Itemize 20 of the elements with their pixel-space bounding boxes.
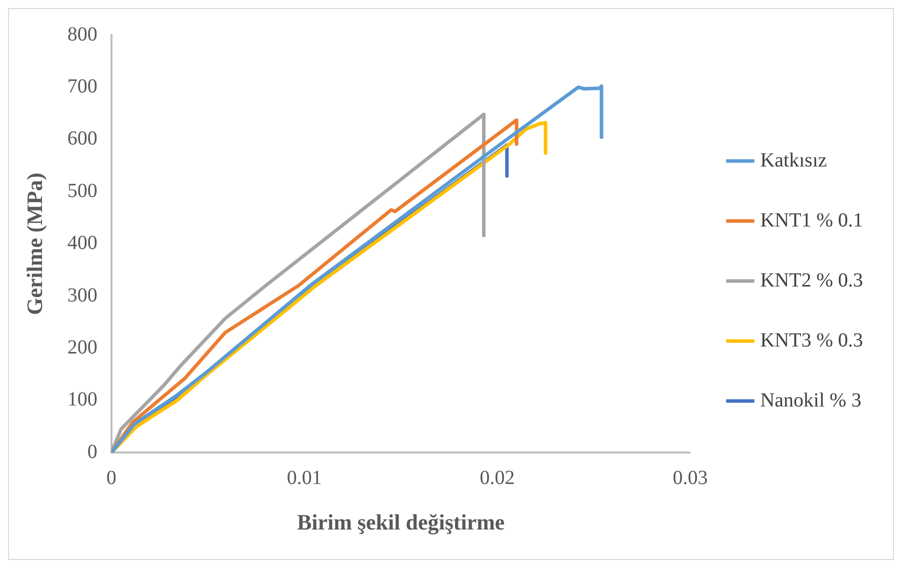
y-tick-label: 800 bbox=[67, 23, 98, 46]
x-tick-label: 0 bbox=[106, 466, 116, 489]
legend-label: Nanokil % 3 bbox=[760, 389, 862, 412]
legend-label: KNT3 % 0.3 bbox=[760, 329, 863, 352]
y-tick-label: 700 bbox=[67, 75, 98, 98]
y-tick-label: 400 bbox=[67, 232, 98, 254]
y-tick-label: 300 bbox=[67, 284, 98, 306]
x-tick-label: 0.03 bbox=[672, 466, 708, 489]
legend-label: KNT1 % 0.1 bbox=[760, 209, 863, 232]
x-tick-label: 0.01 bbox=[286, 466, 322, 489]
x-axis-title: Birim şekil değiştirme bbox=[296, 509, 505, 534]
y-tick-label: 500 bbox=[67, 180, 98, 202]
legend-label: Katkısız bbox=[760, 149, 828, 172]
y-tick-label: 0 bbox=[87, 440, 98, 463]
y-tick-label: 100 bbox=[67, 388, 98, 411]
y-tick-label: 200 bbox=[67, 336, 98, 358]
y-tick-label: 600 bbox=[67, 128, 98, 150]
x-tick-label: 0.02 bbox=[480, 466, 515, 489]
legend-label: KNT2 % 0.3 bbox=[760, 269, 863, 292]
y-axis-title: Gerilme (MPa) bbox=[22, 172, 47, 315]
